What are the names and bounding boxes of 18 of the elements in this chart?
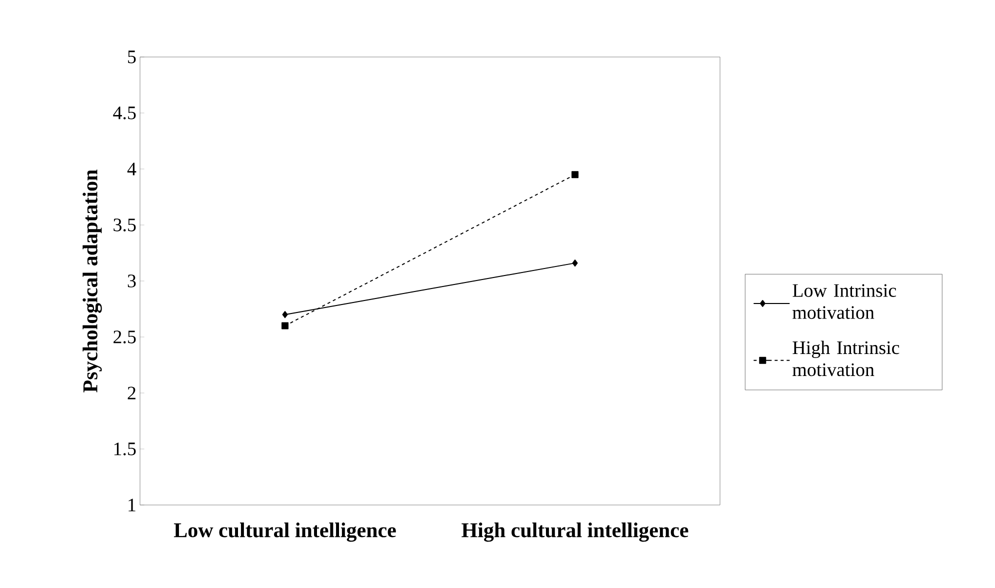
point — [572, 260, 578, 267]
y-tick-label: 4.5 — [113, 106, 136, 120]
x-tick-label: Low cultural intelligence — [174, 522, 396, 542]
point — [572, 171, 579, 178]
point — [282, 322, 289, 330]
legend-label: Low Intrinsic motivation — [792, 284, 896, 319]
legend-label: High Intrinsic motivation — [792, 340, 900, 376]
y-tick-label: 1 — [128, 498, 136, 512]
y-tick-label: 1.5 — [114, 442, 136, 456]
point — [282, 311, 288, 318]
y-tick-label: 5 — [128, 50, 136, 64]
y-tick-label: 3.5 — [114, 218, 136, 232]
y-tick-label: 3 — [128, 274, 136, 288]
y-tick-label: 2 — [128, 386, 136, 400]
y-axis-title: Psychological adaptation — [82, 170, 102, 392]
y-tick-label: 2.5 — [114, 330, 136, 344]
x-tick-label: High cultural intelligence — [462, 522, 688, 542]
y-tick-label: 4 — [127, 162, 136, 176]
